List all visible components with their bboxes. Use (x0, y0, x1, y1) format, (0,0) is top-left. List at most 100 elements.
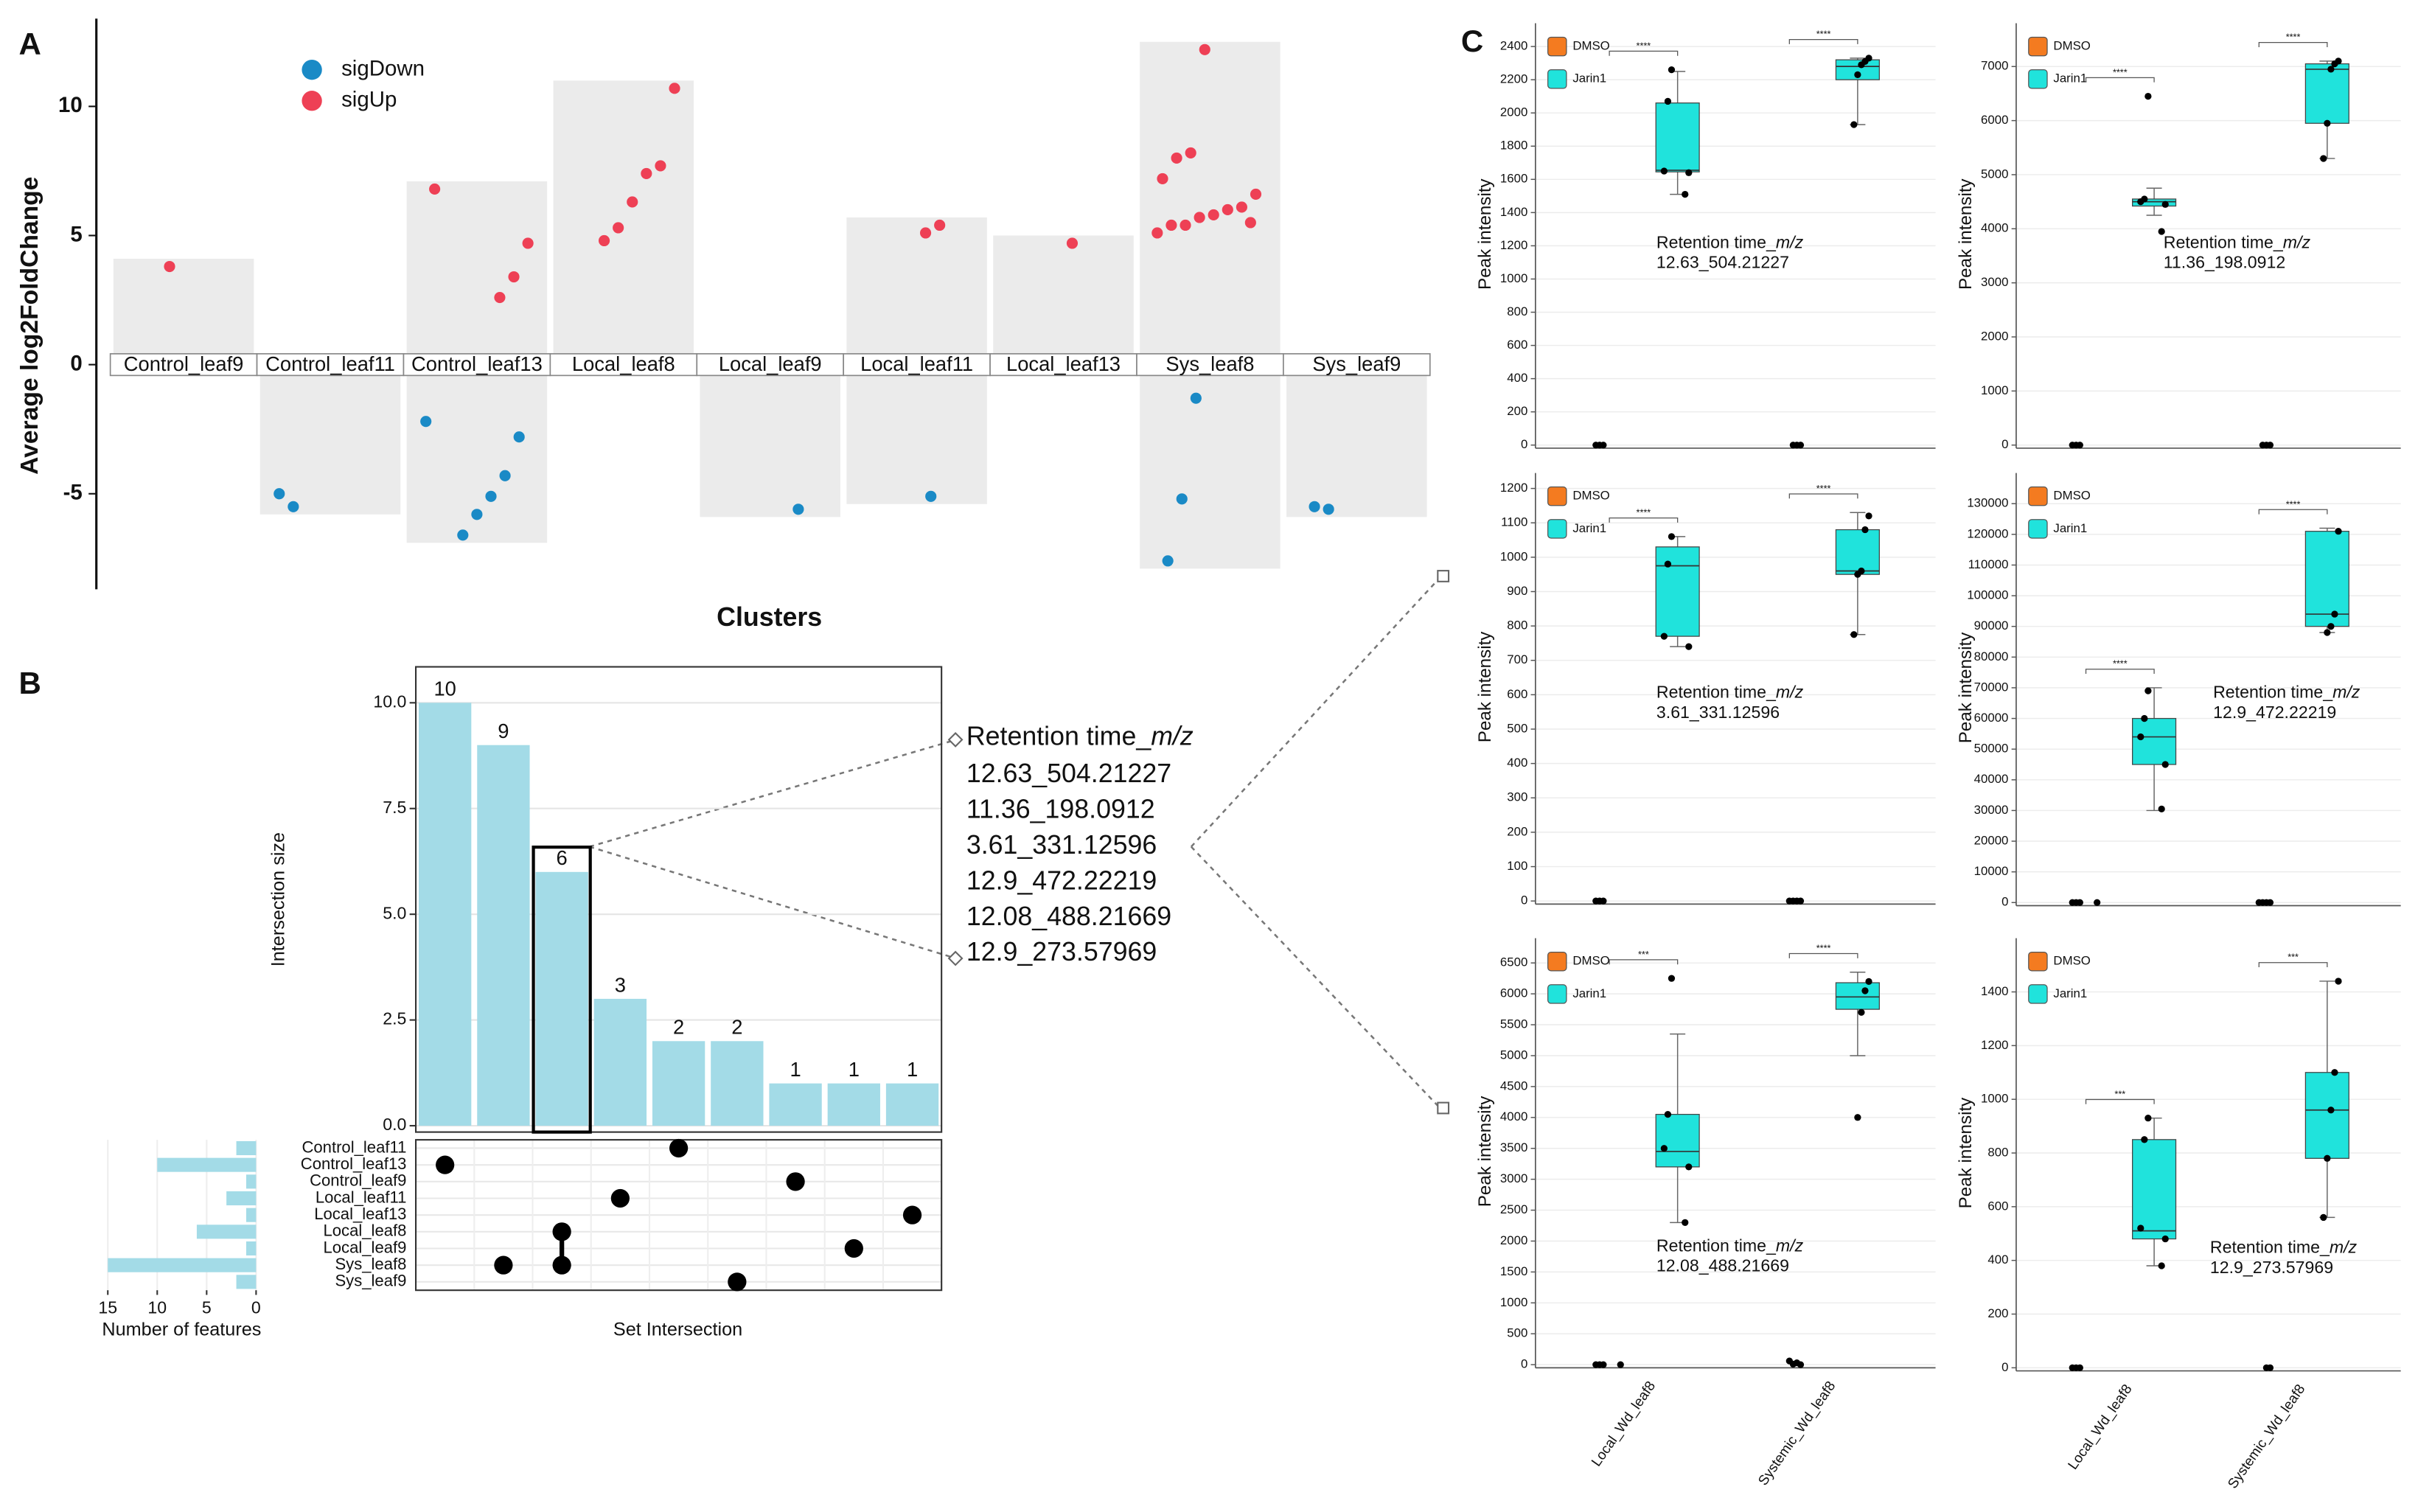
y-tick-label: 800 (1507, 304, 1527, 318)
y-tick-label: 2200 (1500, 72, 1527, 86)
bar (711, 1041, 764, 1126)
data-point (2331, 610, 2338, 618)
y-tick-label: 1200 (1500, 481, 1527, 495)
data-point (2320, 1213, 2327, 1222)
box (1835, 982, 1880, 1010)
y-tick-label: 7.5 (383, 798, 406, 817)
data-point (2137, 1224, 2144, 1232)
annotation-item: 3.61_331.12596 (966, 830, 1157, 860)
data-point (1309, 501, 1320, 512)
data-point (1854, 71, 1861, 79)
category-box (1283, 353, 1431, 377)
set-label: Local_leaf13 (314, 1205, 406, 1223)
y-tick-label: 10000 (1974, 864, 2009, 878)
data-point (2324, 1154, 2331, 1162)
annotation-title: Retention time_m/z (2210, 1237, 2358, 1256)
matrix-dot (844, 1238, 863, 1258)
connector (589, 846, 952, 958)
legend-label: Jarin1 (2053, 72, 2087, 86)
connector-end (1437, 1101, 1450, 1115)
y-tick-label: 2000 (1500, 105, 1527, 119)
data-point (1066, 237, 1079, 249)
y-tick-label: 200 (1987, 1306, 2008, 1320)
y-axis-label: Peak intensity (1956, 632, 1976, 743)
y-tick-label: 120000 (1967, 526, 2008, 540)
bar (477, 745, 530, 1126)
data-point (1858, 61, 1865, 69)
y-tick-label: 200 (1507, 824, 1527, 838)
y-tick-label: 6000 (1500, 986, 1527, 1000)
data-point (1250, 188, 1262, 201)
data-point (641, 167, 652, 179)
data-point (613, 222, 624, 234)
category-label: Local_leaf9 (719, 352, 822, 375)
legend-label: Jarin1 (1572, 986, 1606, 1000)
data-point (1194, 212, 1205, 223)
data-point (420, 416, 432, 428)
y-tick-label: 5000 (1500, 1048, 1527, 1062)
y-tick-label: 4000 (1500, 1109, 1527, 1123)
legend-key (2028, 519, 2048, 539)
y-tick-label: 1800 (1500, 139, 1527, 153)
annotation-title-italic: m/z (1776, 1236, 1804, 1255)
set-label: Local_leaf11 (316, 1188, 407, 1206)
annotation-title-text: Retention time_ (1656, 232, 1777, 251)
data-point (1682, 1219, 1689, 1226)
legend-label: Jarin1 (2053, 521, 2087, 535)
y-tick-label: 300 (1507, 790, 1527, 804)
box (1655, 546, 1700, 637)
y-tick-label: 10 (58, 93, 83, 117)
data-point (1668, 66, 1676, 74)
y-tick-label: 10.0 (373, 691, 406, 711)
y-tick-label: 2400 (1500, 39, 1527, 53)
y-tick-label: 30000 (1974, 803, 2009, 817)
annotation-label: 12.9_273.57969 (2210, 1258, 2333, 1277)
legend-key (2028, 486, 2048, 506)
data-point (2320, 155, 2327, 162)
bar (652, 1041, 705, 1126)
annotation-title-text: Retention time_ (2213, 682, 2333, 701)
y-tick-label: 3000 (1500, 1171, 1527, 1185)
data-point (1664, 97, 1672, 105)
data-point (2327, 1107, 2335, 1114)
bar (885, 1083, 939, 1126)
set-label: Sys_leaf9 (335, 1272, 406, 1290)
legend-label: DMSO (1572, 39, 1609, 53)
data-point (1660, 1145, 1668, 1152)
cluster-background (113, 258, 254, 365)
data-point (2141, 714, 2148, 722)
box (2304, 1072, 2349, 1159)
legend-label: DMSO (1572, 489, 1609, 503)
annotation-title-text: Retention time_ (1656, 1236, 1777, 1255)
category-box (109, 353, 258, 377)
matrix-dot (728, 1272, 747, 1292)
annotation-item: 12.63_504.21227 (966, 759, 1171, 788)
box (2132, 1139, 2177, 1240)
y-tick-label: 1000 (1500, 549, 1527, 563)
legend-key (1547, 36, 1567, 57)
y-tick-label: 2.5 (383, 1009, 406, 1028)
legend-key (1547, 951, 1567, 972)
significance-bracket (2258, 509, 2328, 515)
significance-label: **** (2113, 67, 2128, 77)
matrix-dot (552, 1222, 571, 1241)
data-point (1685, 1163, 1693, 1171)
data-point (1185, 147, 1196, 158)
data-point (1664, 1110, 1672, 1118)
data-point (2144, 687, 2152, 694)
significance-bracket (2258, 42, 2328, 47)
matrix-dot (902, 1205, 922, 1224)
matrix-dot (786, 1172, 805, 1191)
y-tick-label: 70000 (1974, 680, 2009, 694)
y-tick-label: 2500 (1500, 1202, 1527, 1216)
category-box (256, 353, 405, 377)
highlight-box (532, 846, 592, 1134)
set-bar (245, 1208, 257, 1222)
data-point (1176, 493, 1188, 505)
data-point (627, 196, 638, 208)
data-point (1592, 442, 1600, 449)
data-point (934, 219, 946, 231)
data-point (1222, 203, 1233, 216)
category-box (1136, 353, 1284, 377)
